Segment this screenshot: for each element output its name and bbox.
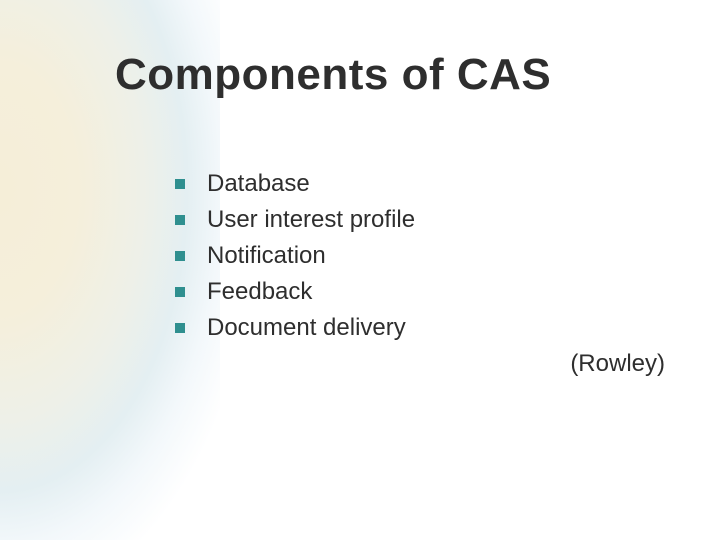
square-bullet-icon [175, 215, 185, 225]
square-bullet-icon [175, 179, 185, 189]
bullet-item: Database [175, 170, 415, 198]
attribution-text: (Rowley) [570, 350, 665, 378]
slide: Components of CAS Database User interest… [0, 0, 720, 540]
bullet-text: Feedback [207, 278, 312, 306]
square-bullet-icon [175, 323, 185, 333]
square-bullet-icon [175, 287, 185, 297]
bullet-text: Notification [207, 242, 326, 270]
bullet-item: Document delivery [175, 314, 415, 342]
slide-title: Components of CAS [115, 50, 551, 100]
bullet-item: User interest profile [175, 206, 415, 234]
bullet-item: Notification [175, 242, 415, 270]
bullet-text: User interest profile [207, 206, 415, 234]
bullet-text: Database [207, 170, 310, 198]
bullet-list: Database User interest profile Notificat… [175, 170, 415, 350]
bullet-text: Document delivery [207, 314, 406, 342]
square-bullet-icon [175, 251, 185, 261]
bullet-item: Feedback [175, 278, 415, 306]
